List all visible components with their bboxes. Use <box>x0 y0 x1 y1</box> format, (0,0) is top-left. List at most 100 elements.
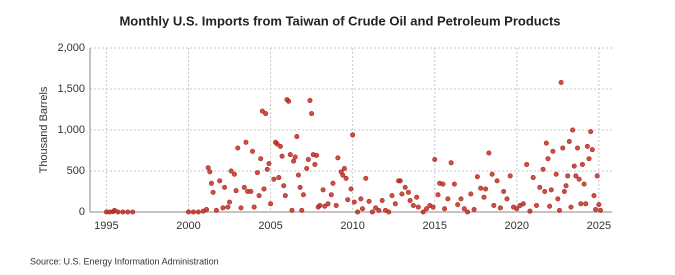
data-point <box>363 175 369 181</box>
data-point <box>530 175 536 181</box>
data-point <box>185 209 191 215</box>
data-point <box>576 176 582 182</box>
data-point <box>489 171 495 177</box>
data-point <box>359 206 365 212</box>
data-point <box>414 194 420 200</box>
data-point <box>373 205 379 211</box>
data-point <box>351 199 357 205</box>
x-tick-label: 2005 <box>258 220 282 232</box>
data-point <box>312 161 318 167</box>
data-point <box>254 170 260 176</box>
data-point <box>420 209 426 215</box>
data-point <box>563 183 569 189</box>
data-point <box>586 156 592 162</box>
data-point <box>424 206 430 212</box>
data-point <box>264 166 270 172</box>
data-point <box>491 202 497 208</box>
data-point <box>575 145 581 151</box>
data-point <box>271 176 277 182</box>
data-point <box>445 196 451 202</box>
data-point <box>343 175 349 181</box>
data-point <box>228 168 234 174</box>
x-tick-label: 1995 <box>94 220 118 232</box>
data-point <box>287 152 293 158</box>
data-point <box>561 189 567 195</box>
data-point <box>266 161 272 167</box>
y-tick-label: 2,000 <box>57 42 85 54</box>
data-point <box>481 194 487 200</box>
data-point <box>465 209 471 215</box>
data-point <box>235 145 241 151</box>
data-point <box>589 147 595 153</box>
data-point <box>474 174 480 180</box>
data-point <box>248 189 254 195</box>
data-point <box>583 201 589 207</box>
data-point <box>279 153 285 159</box>
source-note: Source: U.S. Energy Information Administ… <box>30 256 219 266</box>
data-point <box>596 202 602 208</box>
data-point <box>432 157 438 163</box>
data-point <box>115 209 121 215</box>
data-point <box>550 148 556 154</box>
data-point <box>486 150 492 156</box>
data-point <box>289 207 295 213</box>
data-point <box>558 79 564 85</box>
data-point <box>430 204 436 210</box>
data-point <box>392 201 398 207</box>
y-tick-label: 0 <box>79 206 85 218</box>
data-point <box>369 209 375 215</box>
data-point <box>389 193 395 199</box>
data-point <box>297 184 303 190</box>
data-point <box>483 186 489 192</box>
data-point <box>307 97 313 103</box>
data-point <box>225 204 231 210</box>
data-point <box>584 143 590 149</box>
data-point <box>458 196 464 202</box>
data-point <box>345 197 351 203</box>
data-point <box>340 172 346 178</box>
data-point <box>125 209 131 215</box>
data-point <box>461 206 467 212</box>
data-point <box>276 175 282 181</box>
data-point <box>251 204 257 210</box>
data-point <box>591 193 597 199</box>
data-point <box>524 161 530 167</box>
data-point <box>259 108 265 114</box>
data-point <box>435 192 441 198</box>
data-point <box>256 193 262 199</box>
data-point <box>190 209 196 215</box>
data-point <box>527 208 533 214</box>
data-point <box>309 111 315 117</box>
data-point <box>286 98 292 104</box>
data-point <box>317 202 323 208</box>
data-point <box>355 209 361 215</box>
y-tick-label: 1,500 <box>57 83 85 95</box>
data-point <box>588 129 594 135</box>
x-tick-label: 2015 <box>422 220 446 232</box>
x-tick-label: 2020 <box>505 220 529 232</box>
data-point <box>565 173 571 179</box>
data-point <box>568 204 574 210</box>
data-point <box>376 207 382 213</box>
x-tick-label: 2025 <box>587 220 611 232</box>
data-point <box>300 192 306 198</box>
x-tick-label: 2000 <box>176 220 200 232</box>
data-point <box>325 201 331 207</box>
data-point <box>328 192 334 198</box>
data-point <box>520 201 526 207</box>
data-point <box>405 189 411 195</box>
data-point <box>333 202 339 208</box>
data-point <box>314 152 320 158</box>
data-point <box>514 206 520 212</box>
data-point <box>553 171 559 177</box>
data-point <box>410 202 416 208</box>
data-point <box>241 184 247 190</box>
y-axis-label: Thousand Barrels <box>38 86 50 173</box>
data-point <box>407 198 413 204</box>
data-point <box>222 184 228 190</box>
data-point <box>320 187 326 193</box>
data-point <box>263 111 269 117</box>
data-point <box>573 173 579 179</box>
data-point <box>213 207 219 213</box>
